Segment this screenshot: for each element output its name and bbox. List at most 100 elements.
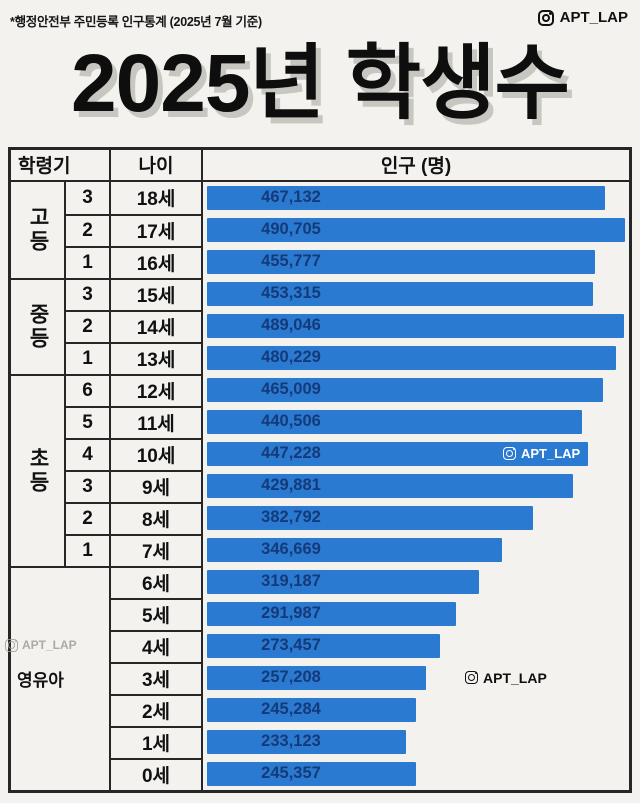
population-bar — [207, 537, 503, 562]
group-label: 초등 — [11, 373, 66, 566]
bar-row: 490,705 — [203, 214, 629, 246]
population-bar — [207, 569, 479, 594]
age-cell: 10세 — [111, 437, 203, 470]
bar-row: 467,132 — [203, 182, 629, 214]
age-cell: 7세 — [111, 533, 203, 566]
age-cell: 18세 — [111, 181, 203, 214]
bar-row: 245,357 — [203, 758, 629, 790]
bar-row: 346,669 — [203, 534, 629, 566]
population-value: 480,229 — [261, 348, 321, 367]
age-cell: 12세 — [111, 373, 203, 406]
population-value: 440,506 — [261, 412, 321, 431]
grade-cell: 3 — [66, 277, 111, 310]
age-cell: 16세 — [111, 245, 203, 278]
bar-row: 455,777 — [203, 246, 629, 278]
watermark-label: APT_LAP — [521, 446, 581, 462]
grade-cell: 1 — [66, 245, 111, 278]
population-bar — [207, 249, 596, 274]
age-cell: 8세 — [111, 501, 203, 534]
page-title: 2025년 학생수 — [71, 38, 570, 129]
age-cell: 2세 — [111, 693, 203, 726]
watermark-label: APT_LAP — [22, 638, 77, 652]
grade-cell: 1 — [66, 341, 111, 374]
watermark-on-bar: APT_LAP — [503, 438, 580, 470]
grade-cell: 2 — [66, 213, 111, 246]
col-header-population: 인구 (명) — [203, 150, 629, 182]
population-bar — [207, 377, 604, 402]
age-cell: 15세 — [111, 277, 203, 310]
population-value: 465,009 — [261, 380, 321, 399]
population-bar — [207, 185, 605, 210]
age-cell: 11세 — [111, 405, 203, 438]
grade-cell: 6 — [66, 373, 111, 406]
bar-row: 440,506 — [203, 406, 629, 438]
population-value: 467,132 — [261, 188, 321, 207]
population-bar — [207, 729, 406, 754]
population-value: 257,208 — [261, 668, 321, 687]
age-cell: 9세 — [111, 469, 203, 502]
watermark-faint-left: APT_LAP — [5, 638, 77, 652]
grade-cell: 2 — [66, 501, 111, 534]
grade-cell: 1 — [66, 533, 111, 566]
age-cell: 3세 — [111, 661, 203, 694]
population-value: 455,777 — [261, 252, 321, 271]
bar-row: 257,208 APT_LAP — [203, 662, 629, 694]
population-value: 346,669 — [261, 540, 321, 559]
population-value: 245,284 — [261, 700, 321, 719]
population-bar — [207, 697, 416, 722]
population-bar — [207, 505, 534, 530]
bar-row: 245,284 — [203, 694, 629, 726]
population-bar — [207, 633, 440, 658]
grade-cell: 3 — [66, 469, 111, 502]
age-cell: 6세 — [111, 565, 203, 598]
bar-row: 489,046 — [203, 310, 629, 342]
bar-row: 429,881 — [203, 470, 629, 502]
population-value: 319,187 — [261, 572, 321, 591]
population-value: 429,881 — [261, 476, 321, 495]
brand-label: APT_LAP — [559, 9, 628, 26]
population-bar — [207, 345, 617, 370]
bar-row: 453,315 — [203, 278, 629, 310]
watermark-label: APT_LAP — [483, 669, 547, 686]
col-header-age: 나이 — [111, 149, 203, 182]
population-bar — [207, 441, 588, 466]
population-bar — [207, 473, 574, 498]
bar-row: 480,229 — [203, 342, 629, 374]
grade-cell: 2 — [66, 309, 111, 342]
population-value: 273,457 — [261, 636, 321, 655]
bar-row: 273,457 — [203, 630, 629, 662]
population-bar — [207, 409, 583, 434]
age-cell: 13세 — [111, 341, 203, 374]
age-cell: 14세 — [111, 309, 203, 342]
population-value: 382,792 — [261, 508, 321, 527]
age-cell: 4세 — [111, 629, 203, 662]
bar-row: 319,187 — [203, 566, 629, 598]
population-bar — [207, 665, 427, 690]
bar-row: 447,228 APT_LAP — [203, 438, 629, 470]
group-label: 영유아 — [11, 565, 111, 790]
population-value: 291,987 — [261, 604, 321, 623]
bar-row: 291,987 — [203, 598, 629, 630]
group-label: 중등 — [11, 277, 66, 374]
age-cell: 5세 — [111, 597, 203, 630]
population-bar — [207, 313, 624, 338]
bar-row: 233,123 — [203, 726, 629, 758]
bar-row: 382,792 — [203, 502, 629, 534]
age-cell: 0세 — [111, 757, 203, 790]
population-value: 453,315 — [261, 284, 321, 303]
grade-cell: 4 — [66, 437, 111, 470]
age-cell: 1세 — [111, 725, 203, 758]
instagram-icon — [465, 671, 478, 685]
bar-row: 465,009 — [203, 374, 629, 406]
grade-cell: 3 — [66, 181, 111, 214]
instagram-icon — [537, 9, 554, 26]
population-bar — [207, 601, 456, 626]
age-cell: 17세 — [111, 213, 203, 246]
population-value: 489,046 — [261, 316, 321, 335]
grade-cell: 5 — [66, 405, 111, 438]
population-value: 233,123 — [261, 732, 321, 751]
population-bar — [207, 761, 416, 786]
population-value: 447,228 — [261, 444, 321, 463]
population-value: 490,705 — [261, 220, 321, 239]
